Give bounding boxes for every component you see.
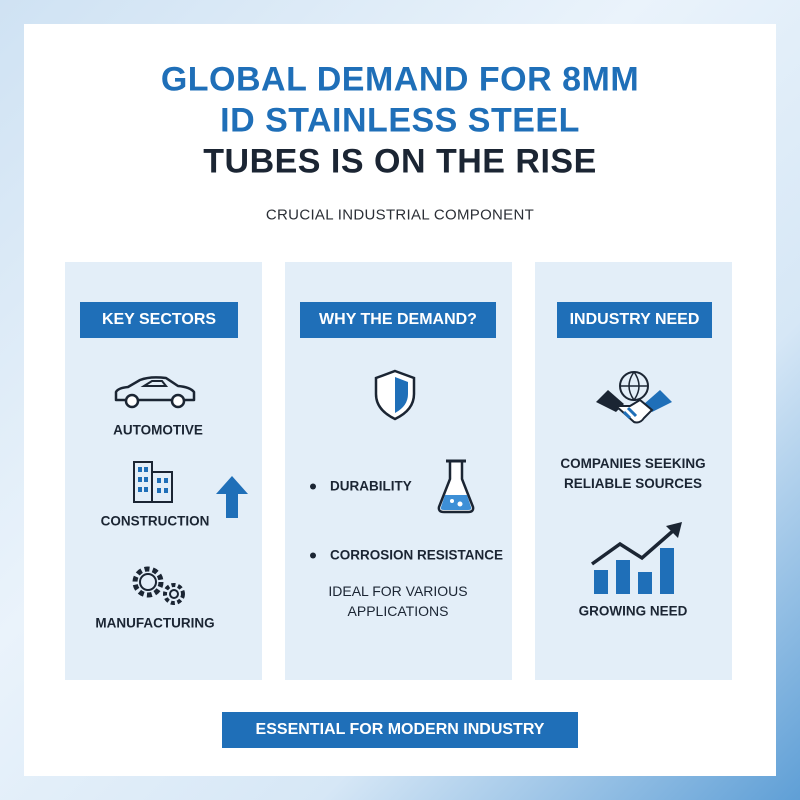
reason-item: DURABILITY <box>310 479 412 494</box>
title-line: TUBES IS ON THE RISE <box>203 142 597 181</box>
building-icon <box>133 461 173 503</box>
title-line: ID STAINLESS STEEL <box>220 101 580 140</box>
note: IDEAL FOR VARIOUS APPLICATIONS <box>328 583 468 619</box>
column-heading: INDUSTRY NEED <box>557 302 712 338</box>
up-arrow-icon <box>216 476 248 518</box>
need-label: COMPANIES SEEKING RELIABLE SOURCES <box>560 456 706 491</box>
shield-icon <box>374 369 416 421</box>
sector-label: AUTOMOTIVE <box>113 422 203 438</box>
growth-chart-icon <box>590 522 682 594</box>
title-line: GLOBAL DEMAND FOR 8MM <box>160 60 640 99</box>
gears-icon <box>132 566 185 605</box>
column-heading: KEY SECTORS <box>80 302 238 338</box>
column-heading: WHY THE DEMAND? <box>300 302 496 338</box>
flask-icon <box>437 459 475 514</box>
sector-label: MANUFACTURING <box>95 615 215 631</box>
footer-banner: ESSENTIAL FOR MODERN INDUSTRY <box>222 712 578 748</box>
subtitle: CRUCIAL INDUSTRIAL COMPONENT <box>265 206 535 224</box>
sector-label: CONSTRUCTION <box>100 513 210 529</box>
reason-item: CORROSION RESISTANCE <box>310 548 503 563</box>
car-icon <box>114 376 196 409</box>
handshake-icon <box>596 371 672 424</box>
need-label: GROWING NEED <box>578 603 688 619</box>
